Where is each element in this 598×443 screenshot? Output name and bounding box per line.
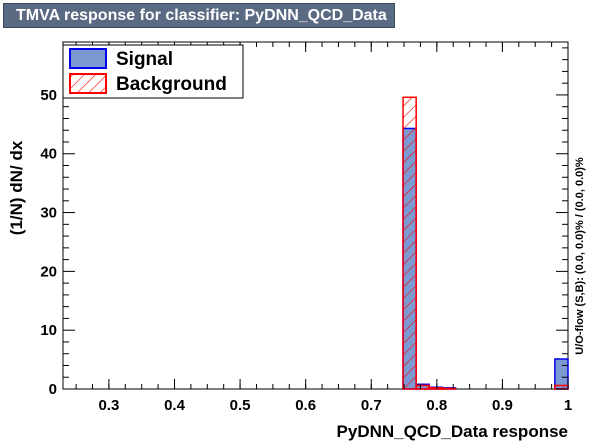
- legend-background-label: Background: [116, 74, 227, 95]
- x-tick-label-7: 1: [564, 397, 572, 414]
- y-tick-label-5: 50: [40, 87, 57, 104]
- y-tick-label-1: 10: [40, 322, 57, 339]
- legend-signal-swatch: [69, 48, 107, 69]
- y-tick-label-0: 0: [49, 381, 57, 398]
- background-bars: [402, 96, 569, 390]
- chart-title-bar: TMVA response for classifier: PyDNN_QCD_…: [3, 3, 395, 28]
- x-tick-label-2: 0.5: [230, 397, 251, 414]
- x-tick-label-5: 0.8: [426, 397, 447, 414]
- y-tick-label-3: 30: [40, 205, 57, 222]
- signal-bar-4: [554, 358, 569, 390]
- legend-background-swatch: [69, 73, 107, 94]
- plot-frame: [62, 41, 569, 390]
- x-tick-label-4: 0.7: [361, 397, 382, 414]
- background-bar-3: [441, 387, 457, 390]
- background-bar-0: [402, 96, 417, 390]
- x-axis-title: PyDNN_QCD_Data response: [337, 422, 568, 441]
- x-tick-label-3: 0.6: [295, 397, 316, 414]
- legend-signal-label: Signal: [116, 49, 173, 70]
- y-axis-title: (1/N) dN/ dx: [7, 140, 26, 235]
- y-tick-label-2: 20: [40, 263, 57, 280]
- x-tick-label-0: 0.3: [98, 397, 119, 414]
- signal-bars: [402, 127, 569, 390]
- y-tick-label-4: 40: [40, 146, 57, 163]
- background-bar-4: [554, 384, 569, 390]
- overflow-label: U/O-flow (S,B): (0.0, 0.0)% / (0.0, 0.0)…: [574, 157, 586, 355]
- x-tick-label-6: 0.9: [492, 397, 513, 414]
- background-bar-1: [415, 384, 431, 390]
- chart-title: TMVA response for classifier: PyDNN_QCD_…: [16, 7, 387, 24]
- legend: Signal Background: [62, 44, 244, 99]
- x-tick-label-1: 0.4: [164, 397, 186, 414]
- background-bar-2: [428, 387, 444, 390]
